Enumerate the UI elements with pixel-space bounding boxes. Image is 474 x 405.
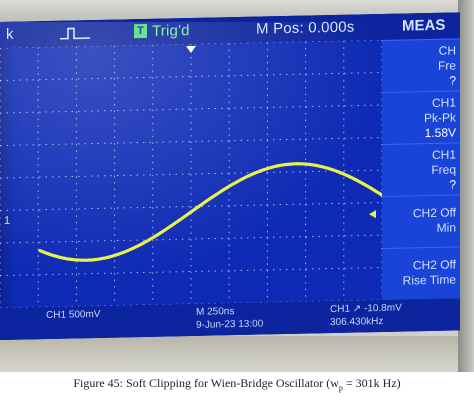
measure-button-5[interactable]: CH2 Off Rise Time bbox=[382, 246, 460, 300]
ch1-waveform-trace bbox=[38, 162, 382, 262]
graticule-horizontal-line bbox=[0, 71, 382, 81]
trigger-level-marker-icon bbox=[369, 210, 376, 219]
measure-button-3-type: Freq bbox=[431, 162, 456, 177]
ch1-ground-marker: 1 bbox=[4, 215, 10, 227]
measure-button-3-value: ? bbox=[449, 177, 456, 192]
status-bar: k T Trig'd M Pos: 0.000s MEAS bbox=[0, 12, 460, 49]
measure-button-5-type: Rise Time bbox=[402, 272, 456, 288]
trigger-info-readout: CH1 ↗ -10.8mV bbox=[330, 302, 402, 316]
measure-button-2-type: Pk-Pk bbox=[423, 110, 456, 126]
caption-prefix: Figure 45: Soft Clipping for Wien-Bridge… bbox=[73, 376, 339, 390]
status-left-text: k bbox=[6, 25, 14, 43]
measure-button-5-source: CH2 Off bbox=[412, 257, 456, 273]
measure-button-1-source: CH bbox=[438, 43, 456, 58]
measure-menu-title: MEAS bbox=[402, 16, 446, 35]
figure-caption: Figure 45: Soft Clipping for Wien-Bridge… bbox=[0, 376, 474, 392]
measure-button-4-type: Min bbox=[436, 220, 456, 235]
measure-button-1[interactable]: CH Fre ? bbox=[382, 38, 460, 92]
timebase-readout: M 250ns bbox=[196, 306, 235, 318]
frequency-readout: 306.430kHz bbox=[330, 315, 384, 329]
measure-button-4[interactable]: CH2 Off Min bbox=[382, 194, 460, 248]
date-time-readout: 9-Jun-23 13:00 bbox=[196, 318, 264, 331]
measure-button-4-source: CH2 Off bbox=[412, 205, 456, 221]
oscilloscope-bezel-right bbox=[458, 0, 474, 372]
oscilloscope-photo: k T Trig'd M Pos: 0.000s MEAS 1 CH F bbox=[0, 0, 474, 372]
measure-side-menu: CH Fre ? CH1 Pk-Pk 1.58V CH1 Freq ? CH2 … bbox=[382, 38, 460, 300]
pulse-icon bbox=[60, 27, 90, 40]
graticule-horizontal-line bbox=[0, 104, 382, 114]
trigger-state-box: T bbox=[134, 23, 147, 39]
m-pos-readout: M Pos: 0.000s bbox=[256, 18, 355, 38]
measure-button-1-type: Fre bbox=[438, 58, 456, 73]
measure-button-3-source: CH1 bbox=[431, 147, 456, 162]
trigger-status: Trig'd bbox=[152, 22, 190, 40]
measure-button-1-value: ? bbox=[449, 73, 456, 88]
ch1-scale-readout: CH1 500mV bbox=[46, 308, 101, 322]
oscilloscope-screen: k T Trig'd M Pos: 0.000s MEAS 1 CH F bbox=[0, 12, 460, 340]
caption-suffix: = 301k Hz) bbox=[342, 376, 401, 390]
caption-subscript: p bbox=[338, 383, 343, 393]
measure-button-2-source: CH1 bbox=[431, 95, 456, 110]
measure-button-2[interactable]: CH1 Pk-Pk 1.58V bbox=[382, 90, 460, 144]
measure-button-3[interactable]: CH1 Freq ? bbox=[382, 142, 460, 196]
graticule-horizontal-line bbox=[0, 136, 382, 146]
trigger-position-marker-icon bbox=[186, 45, 196, 53]
graticule bbox=[0, 39, 382, 309]
waveform-display: 1 bbox=[0, 39, 382, 309]
oscilloscope-bezel-bottom bbox=[0, 336, 474, 372]
measure-button-2-value: 1.58V bbox=[424, 125, 456, 141]
